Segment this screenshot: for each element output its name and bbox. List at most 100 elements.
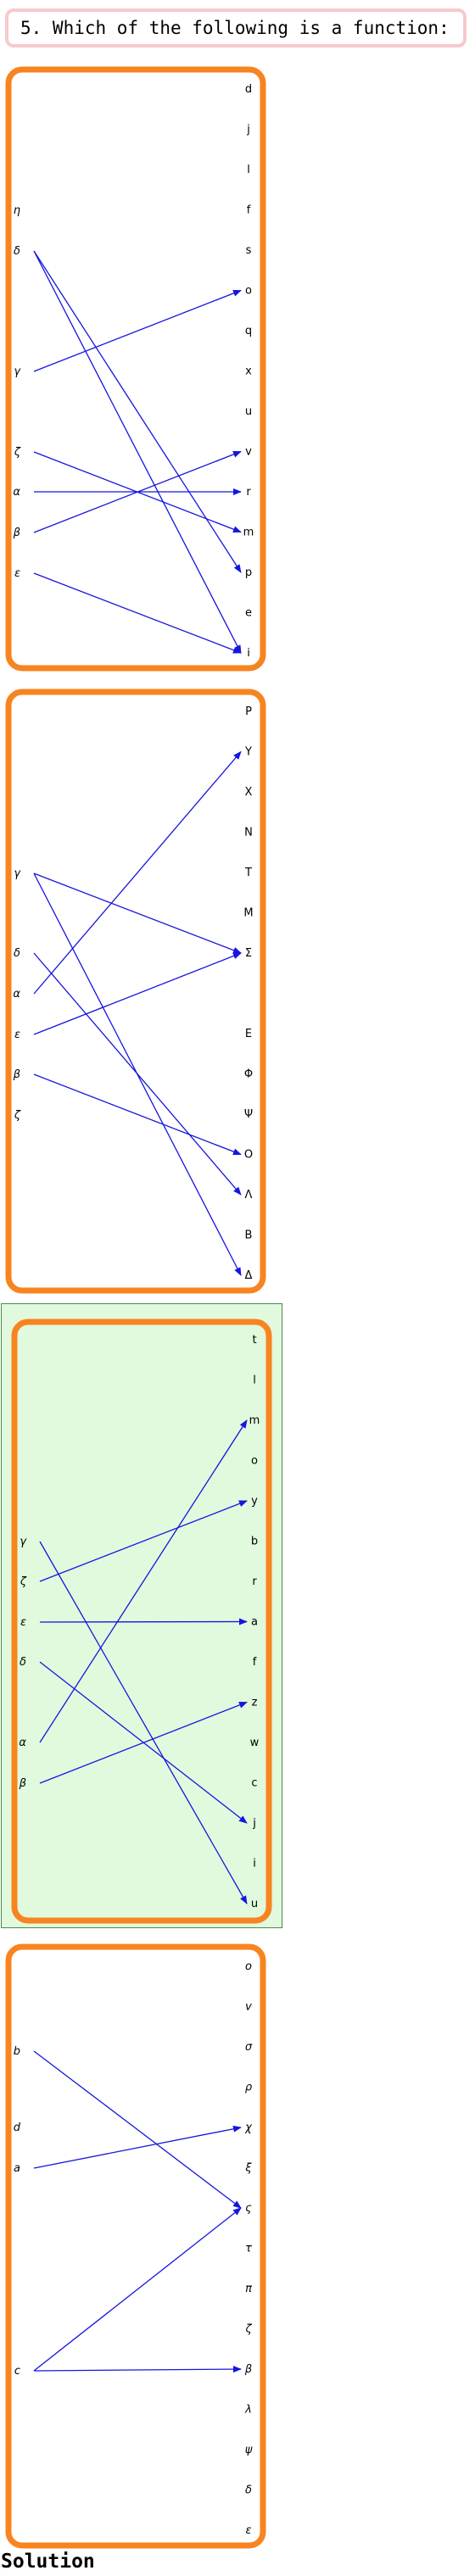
codomain-label: f (247, 204, 251, 217)
codomain-label: N (244, 827, 253, 839)
domain-label: b (14, 2045, 20, 2058)
codomain-label: p (245, 566, 252, 579)
domain-label: γ (20, 1536, 27, 1548)
mapping-arrow (39, 1618, 248, 1625)
codomain-label: r (252, 1575, 257, 1588)
domain-label: δ (14, 245, 20, 258)
domain-label: β (13, 1068, 20, 1081)
codomain-label: M (243, 907, 253, 920)
codomain-label: σ (245, 2041, 253, 2054)
codomain-label: i (247, 647, 250, 660)
solution-heading: Solution (1, 2551, 95, 2573)
domain-label: a (14, 2162, 20, 2175)
codomain-label: x (245, 365, 252, 378)
mapping-arrow (33, 572, 242, 654)
panel-frame (5, 1943, 266, 2549)
codomain-label: m (249, 1414, 260, 1427)
domain-label: c (14, 2365, 20, 2378)
codomain-label: r (246, 486, 251, 499)
codomain-label: β (244, 2363, 252, 2376)
mapping-arrow (33, 289, 242, 372)
mapping-arrow (33, 250, 242, 654)
codomain-label: a (251, 1616, 258, 1629)
panel-frame (5, 66, 266, 672)
domain-label: γ (14, 365, 21, 378)
codomain-label: P (245, 705, 252, 718)
mapping-panel-4[interactable]: b d a c o v σ ρ χ ξ ς τ π ζ β λ ψ δ ε (5, 1943, 266, 2549)
codomain-label: d (245, 83, 252, 96)
domain-label: α (13, 988, 20, 1001)
codomain-label: z (252, 1697, 258, 1709)
codomain-label: ρ (245, 2082, 253, 2094)
codomain-label: v (245, 2001, 252, 2014)
domain-label: ε (14, 567, 20, 580)
domain-label: α (13, 486, 20, 499)
domain-label: d (14, 2122, 21, 2134)
codomain-label: ς (245, 2202, 252, 2215)
codomain-label: c (251, 1777, 257, 1790)
codomain-label: u (251, 1898, 258, 1910)
codomain-label: l (253, 1374, 256, 1387)
mapping-panel-1[interactable]: η δ γ ζ α β ε d j l f s o q x u v r m p e i (5, 66, 266, 672)
codomain-label: Y (244, 746, 252, 759)
codomain-label: o (245, 1960, 252, 1973)
codomain-label: l (247, 164, 250, 176)
codomain-label: λ (244, 2404, 252, 2417)
mapping-arrow (33, 2207, 242, 2372)
domain-label: ε (20, 1616, 26, 1629)
mapping-arrow (33, 2050, 242, 2209)
codomain-label: o (245, 285, 252, 298)
codomain-label: j (252, 1817, 256, 1830)
mapping-arrow (33, 2366, 242, 2373)
codomain-label: B (245, 1229, 253, 1242)
codomain-label: o (251, 1455, 258, 1468)
mapping-arrow (39, 1500, 248, 1582)
codomain-label: w (250, 1737, 260, 1749)
domain-label: ε (14, 1029, 20, 1041)
domain-label: ζ (20, 1575, 27, 1588)
codomain-label: ψ (245, 2444, 253, 2456)
domain-label: β (13, 527, 20, 539)
codomain-label: e (245, 607, 252, 620)
codomain-label: T (244, 867, 252, 879)
domain-label: δ (20, 1656, 26, 1669)
codomain-label: i (253, 1858, 256, 1871)
mapping-panel-2[interactable]: γ δ α ε β ζ P Y X N T M Σ E Φ Ψ O Λ B Δ (5, 689, 266, 1294)
mapping-arrow (33, 1073, 242, 1156)
codomain-label: y (251, 1495, 258, 1508)
domain-label: δ (14, 947, 20, 960)
mapping-arrow (33, 750, 242, 995)
codomain-label: π (245, 2283, 252, 2295)
mapping-arrow (33, 952, 242, 1196)
codomain-label: E (245, 1028, 252, 1040)
codomain-label: τ (245, 2243, 252, 2255)
domain-label: ζ (14, 1109, 21, 1122)
codomain-label: j (246, 124, 250, 137)
codomain-label: m (243, 527, 254, 539)
codomain-label: s (246, 244, 252, 257)
domain-label: ζ (14, 446, 21, 459)
codomain-label: t (252, 1334, 256, 1347)
domain-label: γ (14, 867, 21, 880)
panel-frame (11, 1319, 272, 1924)
domain-label: α (19, 1737, 26, 1749)
codomain-label: X (245, 786, 253, 799)
mapping-panel-3[interactable]: γ ζ ε δ α β t l m o y b r a f z w c j i u (11, 1319, 272, 1924)
domain-label: η (14, 204, 20, 217)
codomain-label: ε (245, 2524, 251, 2537)
codomain-label: b (251, 1536, 258, 1548)
mapping-arrow (39, 1701, 248, 1784)
mapping-arrow (33, 952, 242, 1035)
codomain-label: ζ (244, 2323, 252, 2336)
codomain-label: χ (244, 2122, 253, 2134)
mapping-arrow (33, 250, 242, 573)
codomain-label: Δ (245, 1269, 253, 1282)
codomain-label: δ (245, 2484, 252, 2497)
codomain-label: f (253, 1656, 257, 1669)
codomain-label: q (245, 325, 252, 337)
codomain-label: v (245, 446, 252, 459)
codomain-label: Φ (244, 1068, 253, 1081)
mapping-arrow (33, 873, 242, 954)
codomain-label: Λ (245, 1189, 253, 1202)
